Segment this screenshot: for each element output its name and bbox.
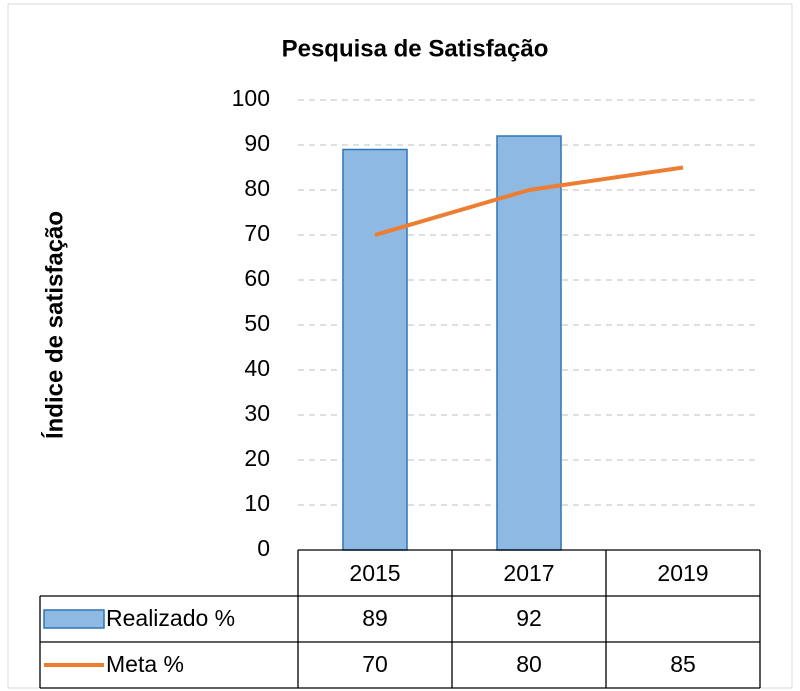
y-tick-label: 40 [244,355,270,381]
table-value: 70 [362,651,388,677]
y-tick-label: 70 [244,220,270,246]
y-tick-label: 30 [244,400,270,426]
legend-key [43,609,105,629]
legend-label: Realizado % [106,605,235,631]
y-tick-label: 50 [244,310,270,336]
y-tick-label: 60 [244,265,270,291]
line [374,165,684,237]
x-tick-label: 2015 [349,560,400,586]
x-tick-label: 2017 [503,560,554,586]
table-value: 85 [670,651,696,677]
y-tick-label: 0 [257,535,270,561]
y-tick-label: 90 [244,130,270,156]
chart-title: Pesquisa de Satisfação [282,35,549,62]
table-value: 92 [516,605,542,631]
table-value: 80 [516,651,542,677]
y-tick-label: 100 [232,85,270,111]
bar [496,135,562,551]
y-tick-label: 20 [244,445,270,471]
y-tick-label: 80 [244,175,270,201]
legend-label: Meta % [106,651,184,677]
bar [342,148,408,551]
y-tick-label: 10 [244,490,270,516]
table-value: 89 [362,605,388,631]
x-tick-label: 2019 [657,560,708,586]
y-axis-label: Índice de satisfação [40,211,68,439]
